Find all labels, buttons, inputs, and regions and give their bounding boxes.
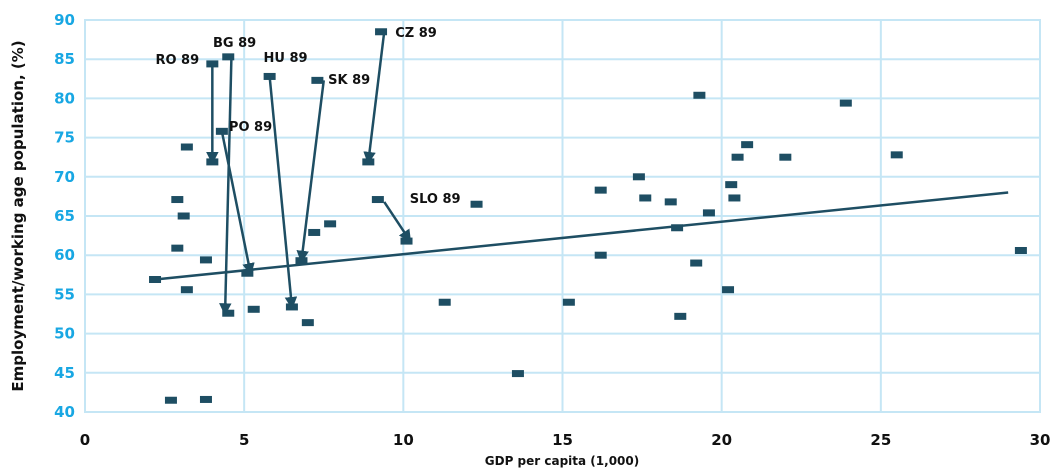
data-point xyxy=(779,153,792,161)
data-point xyxy=(301,319,314,327)
grid xyxy=(84,19,1041,413)
data-point xyxy=(206,158,219,166)
annotation-labels: RO 89 BG 89 PO 89 HU 89 SK 89 CZ 89 SLO 89 xyxy=(155,26,460,207)
y-tick-label: 85 xyxy=(54,50,75,68)
data-point xyxy=(400,237,413,245)
data-point xyxy=(285,303,298,311)
data-point xyxy=(702,209,715,217)
data-point xyxy=(177,212,190,220)
data-point xyxy=(171,196,184,204)
y-tick-label: 40 xyxy=(54,403,75,421)
x-tick-label: 25 xyxy=(870,431,891,449)
data-point xyxy=(639,194,652,202)
y-tick-label: 60 xyxy=(54,246,75,264)
data-point xyxy=(199,395,212,403)
annotation-label: PO 89 xyxy=(229,120,272,135)
data-point xyxy=(632,173,645,181)
data-points xyxy=(149,28,1027,404)
annotation-label: SLO 89 xyxy=(410,192,461,207)
data-point xyxy=(728,194,741,202)
x-tick-label: 15 xyxy=(552,431,573,449)
data-point xyxy=(215,127,228,135)
y-tick-label: 45 xyxy=(54,364,75,382)
annotation-label: RO 89 xyxy=(155,53,199,68)
data-point xyxy=(171,244,184,252)
data-point xyxy=(295,257,308,265)
data-point xyxy=(890,151,903,159)
tick-labels: 40 45 50 55 60 65 70 75 80 85 90 0 5 10 15 20 25 30 xyxy=(54,11,1050,449)
annotation-arrow xyxy=(296,80,325,264)
data-point xyxy=(438,298,451,306)
y-tick-label: 55 xyxy=(54,285,75,303)
data-point xyxy=(247,305,260,313)
data-point xyxy=(263,72,276,80)
x-tick-label: 20 xyxy=(711,431,732,449)
y-axis-title: Employment/working age population, (%) xyxy=(9,40,27,391)
x-tick-label: 0 xyxy=(80,431,90,449)
data-point xyxy=(839,99,852,107)
data-point xyxy=(671,224,684,232)
data-point xyxy=(741,141,754,149)
data-point xyxy=(594,251,607,259)
data-point xyxy=(722,286,735,294)
data-point xyxy=(222,309,235,317)
data-point xyxy=(206,60,219,68)
trendline xyxy=(154,191,1009,281)
annotation-label: BG 89 xyxy=(213,36,256,51)
x-axis-title: GDP per capita (1,000) xyxy=(485,454,639,468)
annotation-label: CZ 89 xyxy=(395,26,437,41)
data-point xyxy=(731,153,744,161)
data-point xyxy=(324,220,337,228)
y-tick-label: 65 xyxy=(54,207,75,225)
annotation-label: SK 89 xyxy=(328,73,370,88)
data-point xyxy=(362,158,375,166)
annotation-arrow xyxy=(383,201,412,243)
y-tick-label: 70 xyxy=(54,168,75,186)
annotation-arrow xyxy=(363,31,386,165)
data-point xyxy=(149,276,162,284)
annotation-arrows xyxy=(206,31,412,316)
data-point xyxy=(725,181,738,189)
data-point xyxy=(371,196,384,204)
annotation-arrow xyxy=(219,56,233,316)
data-point xyxy=(562,298,575,306)
data-point xyxy=(690,259,703,267)
data-point xyxy=(470,200,483,208)
data-point xyxy=(594,186,607,194)
y-tick-label: 90 xyxy=(54,11,75,29)
data-point xyxy=(693,91,706,99)
data-point xyxy=(664,198,677,206)
data-point xyxy=(164,396,177,404)
data-point xyxy=(511,370,524,378)
data-point xyxy=(308,228,321,236)
y-tick-label: 80 xyxy=(54,89,75,107)
trendline-layer xyxy=(154,191,1009,281)
y-tick-label: 50 xyxy=(54,325,75,343)
x-tick-label: 30 xyxy=(1030,431,1051,449)
x-tick-label: 5 xyxy=(239,431,249,449)
data-point xyxy=(222,53,235,61)
data-point xyxy=(180,286,193,294)
data-point xyxy=(180,143,193,151)
data-point xyxy=(199,256,212,264)
annotation-label: HU 89 xyxy=(264,51,308,66)
annotation-arrow xyxy=(220,131,255,276)
annotation-arrow xyxy=(268,76,298,310)
x-tick-label: 10 xyxy=(393,431,414,449)
y-tick-label: 75 xyxy=(54,129,75,147)
data-point xyxy=(674,312,687,320)
data-point xyxy=(311,76,324,84)
data-point xyxy=(241,269,254,277)
data-point xyxy=(375,28,388,36)
data-point xyxy=(1014,246,1027,254)
